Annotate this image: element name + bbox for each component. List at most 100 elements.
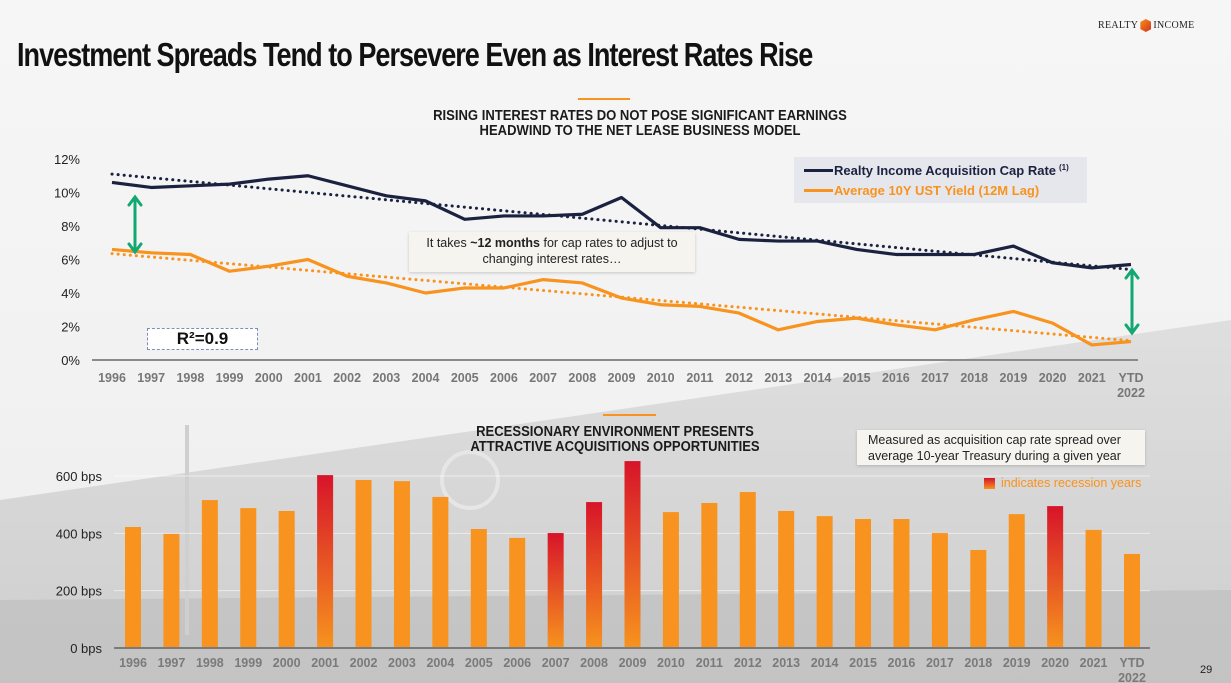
line-chart-x-tick: 2008 bbox=[568, 371, 596, 385]
line-chart-x-tick: 2000 bbox=[255, 371, 283, 385]
bar-chart-x-tick: 2017 bbox=[926, 656, 954, 670]
bar-chart-x-tick: 2004 bbox=[426, 656, 454, 670]
bar-chart-x-tick: 2013 bbox=[772, 656, 800, 670]
bar bbox=[163, 533, 180, 648]
bar-chart-y-tick: 600 bps bbox=[56, 469, 103, 484]
bar bbox=[970, 549, 987, 648]
bar-chart-x-tick: 2008 bbox=[580, 656, 608, 670]
bar-chart-x-tick: 2021 bbox=[1080, 656, 1108, 670]
legend-label-cap-rate: Realty Income Acquisition Cap Rate bbox=[834, 163, 1057, 178]
bar-chart-x-tick: 2002 bbox=[350, 656, 378, 670]
bar-recession-year bbox=[317, 475, 334, 648]
bar-chart-x-tick: 2012 bbox=[734, 656, 762, 670]
line-chart-x-tick: 2005 bbox=[451, 371, 479, 385]
bar bbox=[855, 519, 872, 648]
note-line1: Measured as acquisition cap rate spread … bbox=[868, 433, 1121, 447]
bar-chart-x-tick: 2001 bbox=[311, 656, 339, 670]
realty-income-logo: REALTY INCOME bbox=[1098, 19, 1195, 32]
line-chart-x-tick: 2017 bbox=[921, 371, 949, 385]
bar bbox=[201, 500, 218, 648]
line-chart-x-tick: YTD 2022 bbox=[1117, 371, 1145, 400]
bar-chart-x-tick: YTD 2022 bbox=[1118, 656, 1146, 683]
line-chart-y-tick: 2% bbox=[61, 320, 80, 335]
bar-chart-x-tick: 2016 bbox=[888, 656, 916, 670]
line-chart-y-tick: 8% bbox=[61, 219, 80, 234]
line-chart-x-tick: 2010 bbox=[647, 371, 675, 385]
line-chart-x-tick: 2016 bbox=[882, 371, 910, 385]
bar bbox=[778, 510, 795, 648]
legend-swatch-orange bbox=[804, 189, 833, 192]
bar-chart-x-tick: 2010 bbox=[657, 656, 685, 670]
bar bbox=[816, 516, 833, 648]
bar-chart-x-tick: 2015 bbox=[849, 656, 877, 670]
line-chart-y-tick: 10% bbox=[54, 186, 80, 201]
bar-chart-x-tick: 2019 bbox=[1003, 656, 1031, 670]
bar bbox=[393, 481, 410, 648]
line-chart-x-tick: 2011 bbox=[686, 371, 713, 385]
bar-chart-y-tick: 200 bps bbox=[56, 584, 103, 599]
bar bbox=[1124, 553, 1140, 648]
line-chart-y-tick: 12% bbox=[54, 152, 80, 167]
bar bbox=[432, 496, 449, 648]
line-chart-x-tick: 2012 bbox=[725, 371, 753, 385]
legend-swatch-navy bbox=[804, 169, 833, 172]
line-chart-x-tick: 1998 bbox=[176, 371, 204, 385]
line-chart-x-tick: 2013 bbox=[764, 371, 792, 385]
spread-arrow-end bbox=[1124, 267, 1140, 336]
bar-chart-x-tick: 1999 bbox=[234, 656, 262, 670]
line-chart-x-tick: 1997 bbox=[137, 371, 165, 385]
line-chart-x-tick: 2018 bbox=[960, 371, 988, 385]
recession-swatch bbox=[984, 477, 995, 489]
line-chart-subtitle-line1: RISING INTEREST RATES DO NOT POSE SIGNIF… bbox=[433, 108, 847, 124]
bar-chart-x-tick: 2005 bbox=[465, 656, 493, 670]
line-chart: 0% 2% 4% 6% 8% 10% 12% 1996 1997 1998 1999 2000 200… bbox=[54, 152, 1145, 400]
bar-chart-subtitle-line1: RECESSIONARY ENVIRONMENT PRESENTS bbox=[476, 424, 754, 440]
page-title: Investment Spreads Tend to Persevere Eve… bbox=[17, 36, 813, 73]
recession-legend-label: indicates recession years bbox=[1001, 476, 1142, 490]
bar-chart-x-tick: 2000 bbox=[273, 656, 301, 670]
bar-recession-year bbox=[547, 533, 564, 648]
callout-line1: It takes ~12 months for cap rates to adj… bbox=[409, 235, 695, 251]
line-chart-x-tick: 2019 bbox=[1000, 371, 1028, 385]
callout-prefix: It takes bbox=[426, 236, 471, 250]
recession-legend: indicates recession years bbox=[984, 476, 1141, 490]
bar-chart-x-tick: 2020 bbox=[1041, 656, 1069, 670]
bar-chart-x-tick: 2018 bbox=[964, 656, 992, 670]
legend-item-cap-rate: Realty Income Acquisition Cap Rate (1) bbox=[804, 163, 1069, 178]
logo-text-left: REALTY bbox=[1098, 20, 1139, 31]
top-accent-bar bbox=[578, 98, 630, 100]
bar-chart-subtitle-line2: ATTRACTIVE ACQUISITIONS OPPORTUNITIES bbox=[470, 439, 760, 455]
bar-recession-year bbox=[586, 502, 603, 648]
bar bbox=[278, 510, 295, 648]
logo-cube-icon bbox=[1140, 19, 1152, 32]
bar-chart-y-tick: 0 bps bbox=[70, 641, 102, 656]
page-number: 29 bbox=[1200, 664, 1213, 676]
bar bbox=[1008, 514, 1025, 648]
bar bbox=[893, 519, 910, 648]
legend-label-ust-yield: Average 10Y UST Yield (12M Lag) bbox=[834, 183, 1040, 198]
line-chart-subtitle: RISING INTEREST RATES DO NOT POSE SIGNIF… bbox=[334, 109, 946, 139]
bar-recession-year bbox=[624, 461, 641, 648]
line-chart-x-tick: 1996 bbox=[98, 371, 126, 385]
bar-chart-x-tick: 1997 bbox=[158, 656, 186, 670]
legend-footnote: (1) bbox=[1059, 163, 1069, 172]
bar-chart-x-tick: 2009 bbox=[619, 656, 647, 670]
callout-line2: changing interest rates… bbox=[482, 252, 622, 266]
r-squared-label: R²=0.9 bbox=[147, 328, 258, 350]
callout-bold: ~12 months bbox=[470, 236, 540, 250]
legend-item-ust-yield: Average 10Y UST Yield (12M Lag) bbox=[804, 183, 1039, 198]
bottom-accent-bar bbox=[603, 414, 656, 416]
bar bbox=[931, 533, 948, 648]
cap-rate-lag-callout: It takes ~12 months for cap rates to adj… bbox=[409, 232, 695, 272]
note-line2: average 10-year Treasury during a given … bbox=[868, 449, 1121, 463]
callout-suffix: for cap rates to adjust to bbox=[540, 236, 678, 250]
spread-definition-note: Measured as acquisition cap rate spread … bbox=[857, 430, 1145, 465]
bar bbox=[355, 480, 372, 648]
line-chart-x-tick: 2009 bbox=[608, 371, 636, 385]
bar bbox=[470, 529, 487, 648]
line-chart-x-tick: 2003 bbox=[372, 371, 400, 385]
line-chart-legend: Realty Income Acquisition Cap Rate (1) A… bbox=[794, 157, 1087, 203]
line-chart-x-tick: 2006 bbox=[490, 371, 518, 385]
